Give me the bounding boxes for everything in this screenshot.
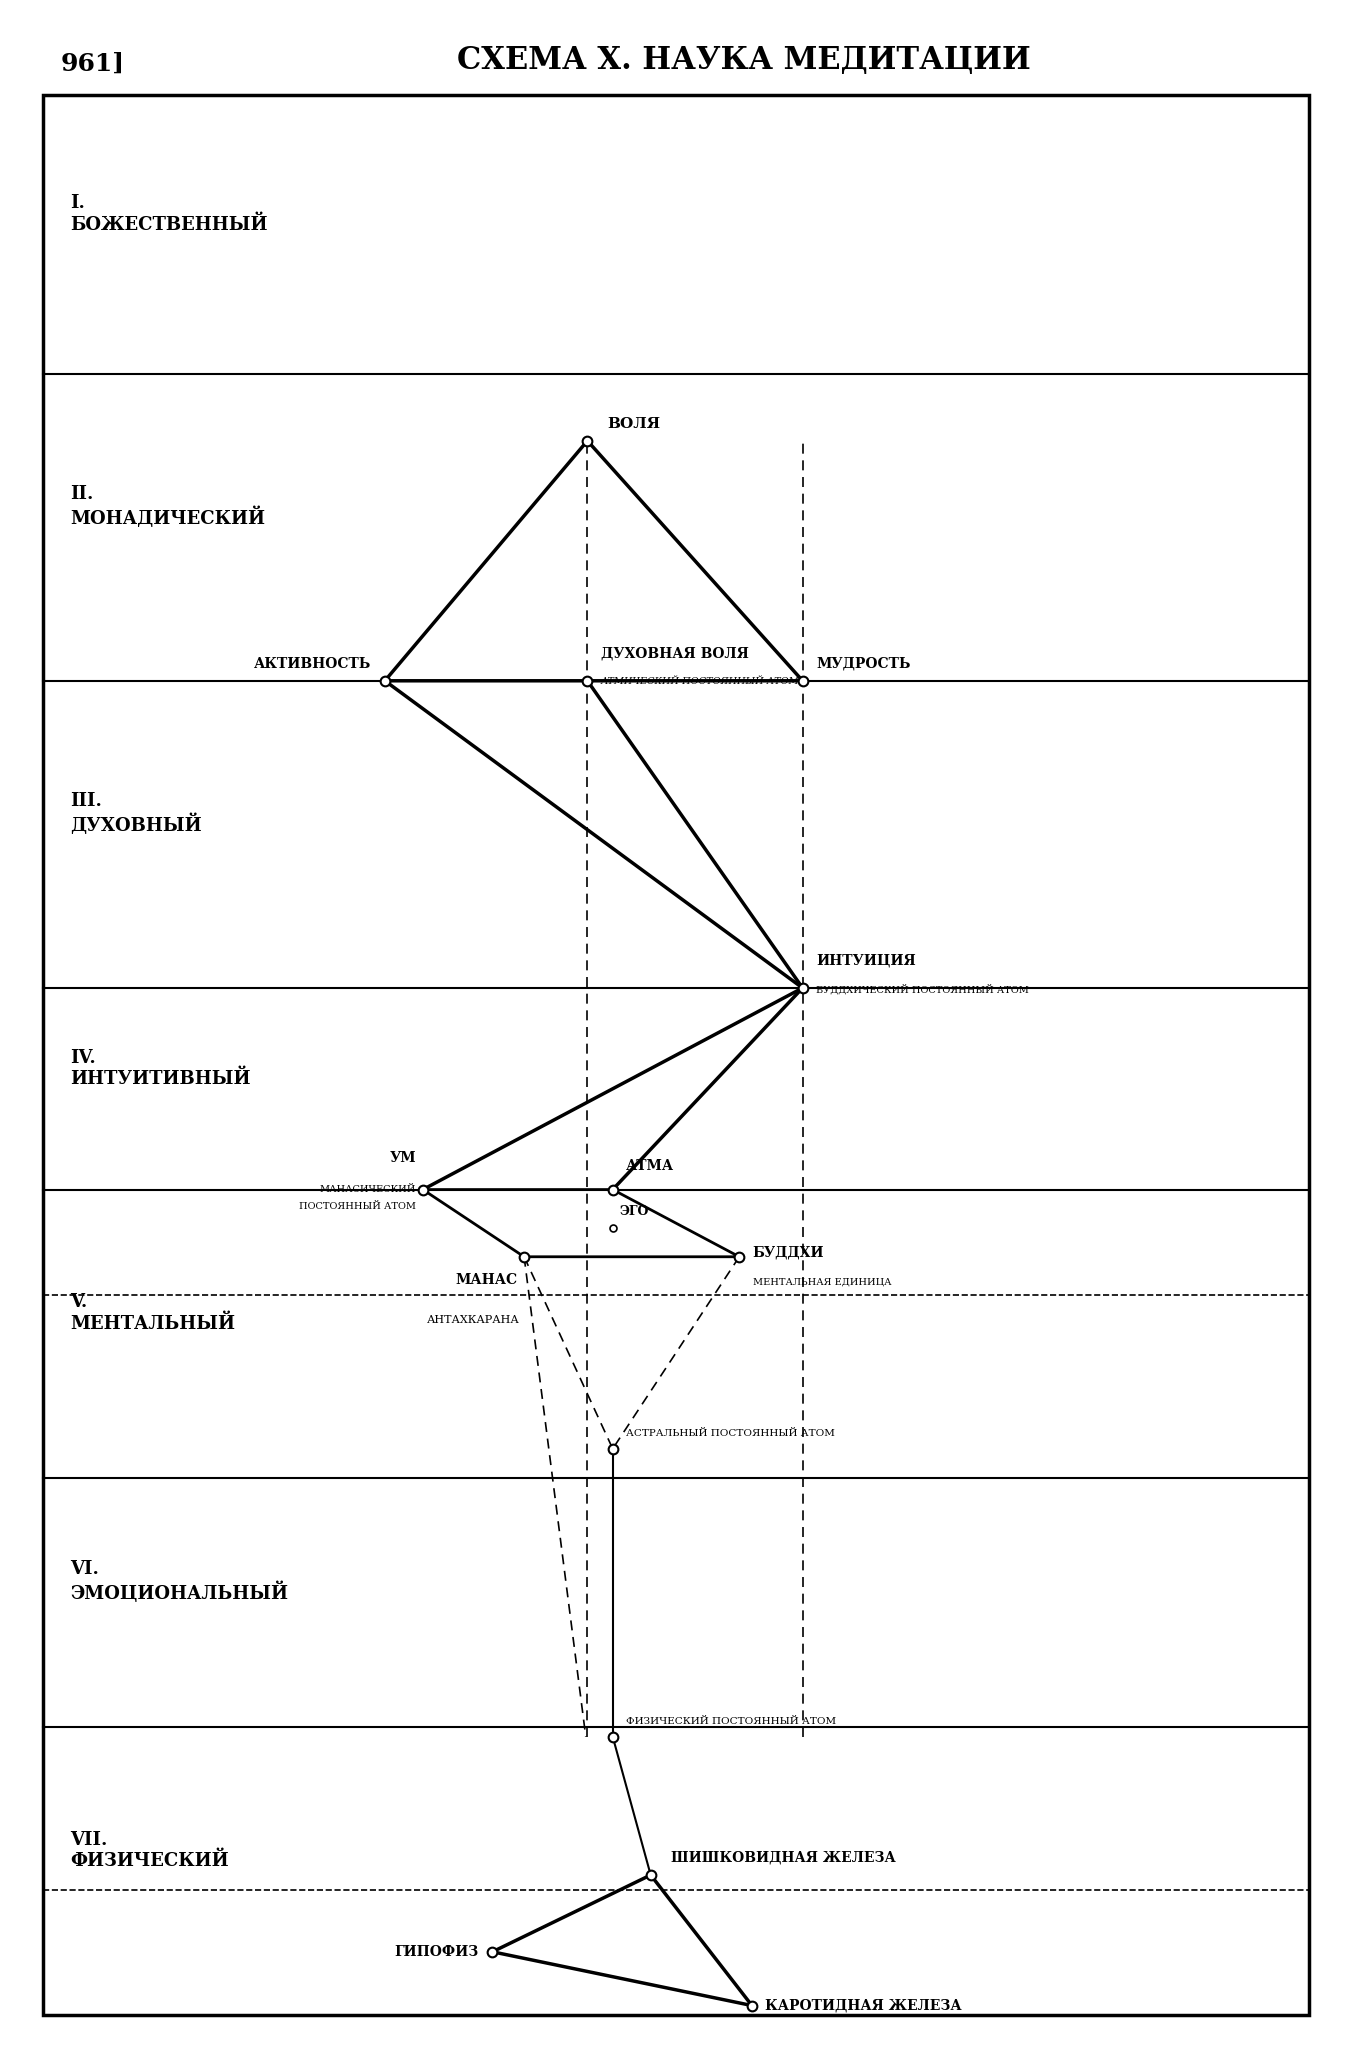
- Text: БУДДХИЧЕСКИЙ ПОСТОЯННЫЙ АТОМ: БУДДХИЧЕСКИЙ ПОСТОЯННЫЙ АТОМ: [817, 984, 1029, 994]
- Text: ПОСТОЯННЫЙ АТОМ: ПОСТОЯННЫЙ АТОМ: [299, 1202, 416, 1211]
- Text: УМ: УМ: [389, 1151, 416, 1165]
- Text: АТМА: АТМА: [626, 1159, 675, 1174]
- Text: I.
БОЖЕСТВЕННЫЙ: I. БОЖЕСТВЕННЫЙ: [70, 194, 268, 233]
- Text: ДУХОВНАЯ ВОЛЯ: ДУХОВНАЯ ВОЛЯ: [600, 647, 749, 661]
- Text: МАНАСИЧЕСКИЙ: МАНАСИЧЕСКИЙ: [320, 1186, 416, 1194]
- Text: III.
ДУХОВНЫЙ: III. ДУХОВНЫЙ: [70, 793, 201, 836]
- FancyBboxPatch shape: [43, 95, 1309, 2016]
- Text: МЕНТАЛЬНАЯ ЕДИНИЦА: МЕНТАЛЬНАЯ ЕДИНИЦА: [753, 1277, 891, 1287]
- Text: СХЕМА X. НАУКА МЕДИТАЦИИ: СХЕМА X. НАУКА МЕДИТАЦИИ: [457, 45, 1030, 76]
- Text: АКТИВНОСТЬ: АКТИВНОСТЬ: [254, 657, 372, 671]
- Text: II.
МОНАДИЧЕСКИЙ: II. МОНАДИЧЕСКИЙ: [70, 486, 265, 529]
- Text: БУДДХИ: БУДДХИ: [753, 1246, 825, 1260]
- Text: VII.
ФИЗИЧЕСКИЙ: VII. ФИЗИЧЕСКИЙ: [70, 1830, 228, 1870]
- Text: ГИПОФИЗ: ГИПОФИЗ: [395, 1946, 479, 1958]
- Text: КАРОТИДНАЯ ЖЕЛЕЗА: КАРОТИДНАЯ ЖЕЛЕЗА: [765, 1999, 963, 2012]
- Text: ВОЛЯ: ВОЛЯ: [607, 416, 661, 430]
- Text: ЭГО: ЭГО: [619, 1205, 649, 1217]
- Text: IV.
ИНТУИТИВНЫЙ: IV. ИНТУИТИВНЫЙ: [70, 1048, 250, 1087]
- Text: 961]: 961]: [61, 51, 124, 76]
- Text: ШИШКОВИДНАЯ ЖЕЛЕЗА: ШИШКОВИДНАЯ ЖЕЛЕЗА: [671, 1851, 895, 1865]
- Text: МАНАС: МАНАС: [456, 1272, 518, 1287]
- Text: АТМИЧЕСКИЙ ПОСТОЯННЫЙ АТОМ: АТМИЧЕСКИЙ ПОСТОЯННЫЙ АТОМ: [600, 677, 799, 686]
- Text: V.
МЕНТАЛЬНЫЙ: V. МЕНТАЛЬНЫЙ: [70, 1293, 235, 1332]
- Text: АНТАХКАРАНА: АНТАХКАРАНА: [427, 1316, 521, 1326]
- Text: МУДРОСТЬ: МУДРОСТЬ: [817, 657, 910, 671]
- Text: ФИЗИЧЕСКИЙ ПОСТОЯННЫЙ АТОМ: ФИЗИЧЕСКИЙ ПОСТОЯННЫЙ АТОМ: [626, 1717, 837, 1728]
- Text: VI.
ЭМОЦИОНАЛЬНЫЙ: VI. ЭМОЦИОНАЛЬНЫЙ: [70, 1561, 288, 1604]
- Text: АСТРАЛЬНЫЙ ПОСТОЯННЫЙ АТОМ: АСТРАЛЬНЫЙ ПОСТОЯННЫЙ АТОМ: [626, 1429, 836, 1439]
- Text: ИНТУИЦИЯ: ИНТУИЦИЯ: [817, 953, 915, 968]
